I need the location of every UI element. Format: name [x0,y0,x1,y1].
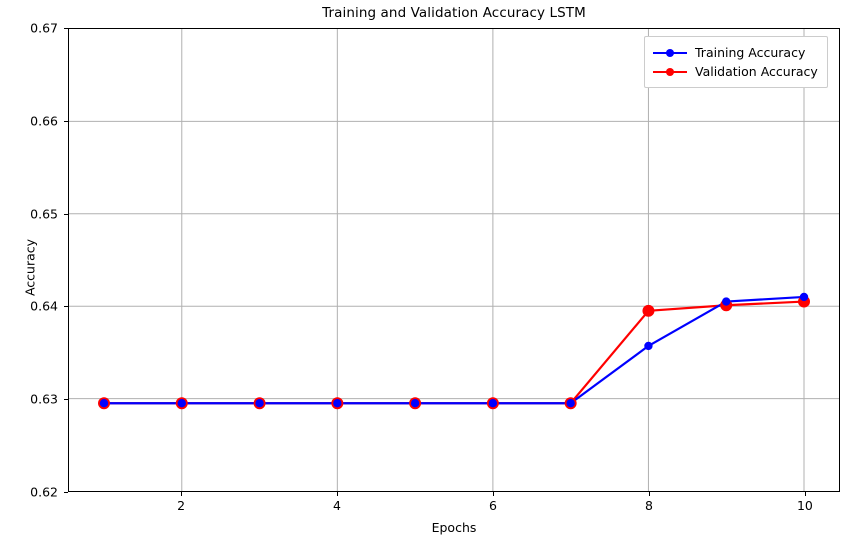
y-tick-label: 0.63 [30,391,58,407]
data-point-marker [333,399,342,408]
y-tick-mark [64,399,68,401]
legend-marker-training [666,48,674,57]
data-point-marker [566,399,575,408]
x-tick-mark [804,492,806,496]
x-tick-label: 4 [333,498,341,513]
x-tick-label: 6 [489,498,497,513]
x-tick-mark [648,492,651,496]
data-point-marker [488,399,498,408]
data-point-marker [799,292,809,302]
x-tick-mark [492,492,495,496]
x-tick-label: 8 [644,498,653,513]
x-tick-mark [337,492,339,496]
data-point-marker [255,399,264,408]
y-tick-label: 0.62 [30,484,58,500]
x-axis-label: Epochs [431,520,477,535]
y-tick-label: 0.64 [30,298,58,314]
legend-marker-validation [666,67,674,76]
y-axis-label: Accuracy [22,238,38,297]
chart-legend: Training Accuracy Validation Accuracy [644,36,828,88]
data-point-marker [644,341,653,351]
series-layer [98,292,810,410]
plot-area [68,28,840,492]
grid-layer [69,29,839,491]
chart-title: Training and Validation Accuracy LSTM [322,5,586,21]
x-tick-label: 2 [177,498,186,513]
y-tick-mark [64,492,68,494]
x-tick-mark [181,492,183,496]
data-point-marker [177,399,186,408]
legend-swatch-training [653,46,687,60]
series-line [102,295,806,405]
data-point-marker [642,304,655,317]
x-tick-label: 10 [796,498,813,513]
legend-label-validation: Validation Accuracy [695,64,818,79]
legend-swatch-validation [653,65,687,79]
data-point-marker [722,297,731,306]
data-point-marker [99,399,109,408]
y-tick-label: 0.66 [30,113,58,129]
y-tick-mark [64,306,68,308]
data-point-marker [410,399,420,408]
y-tick-label: 0.65 [30,206,58,222]
legend-item-validation: Validation Accuracy [653,62,818,81]
y-tick-mark [64,120,68,122]
y-tick-mark [64,28,68,30]
legend-label-training: Training Accuracy [695,45,806,60]
legend-item-training: Training Accuracy [653,43,818,62]
y-tick-mark [64,213,68,215]
y-tick-label: 0.67 [30,20,58,36]
